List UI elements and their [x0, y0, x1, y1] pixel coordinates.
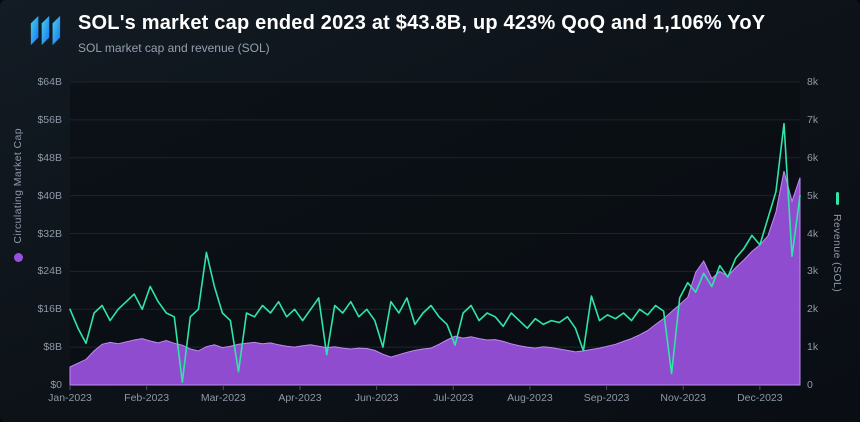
x-axis-tick-label: Nov-2023	[660, 392, 706, 404]
plot-area[interactable]	[69, 81, 801, 394]
left-axis-title: Circulating Market Cap	[12, 128, 24, 262]
x-axis-tick-label: Feb-2023	[124, 392, 170, 404]
page-subtitle: SOL market cap and revenue (SOL)	[78, 41, 270, 55]
y-axis-left-tick-label: $8B	[43, 341, 62, 354]
y-axis-right-tick-label: 1k	[807, 341, 819, 354]
y-axis-right-tick-label: 4k	[807, 227, 819, 240]
x-axis-tick-label: Jan-2023	[48, 392, 92, 404]
y-axis-right-tick-label: 0	[807, 379, 813, 391]
x-axis-tick-label: Dec-2023	[737, 392, 783, 404]
y-axis-left-tick-label: $0	[50, 379, 62, 391]
y-axis-left-tick-label: $56B	[37, 113, 62, 126]
right-axis-title: Revenue (SOL)	[831, 192, 843, 292]
revenue-legend-marker-icon	[835, 192, 839, 205]
x-axis-tick-label: Jul-2023	[433, 392, 474, 404]
y-axis-right-tick-label: 3k	[807, 265, 819, 278]
x-axis-tick-label: Sep-2023	[583, 392, 630, 404]
right-axis-title-text: Revenue (SOL)	[831, 214, 843, 293]
y-axis-left-tick-label: $64B	[37, 76, 62, 88]
x-axis-tick-label: Apr-2023	[278, 392, 322, 404]
y-axis-right-tick-label: 8k	[807, 76, 819, 88]
page-title: SOL's market cap ended 2023 at $43.8B, u…	[78, 12, 766, 34]
y-axis-left-tick-label: $40B	[37, 189, 62, 202]
y-axis-right-tick-label: 6k	[807, 151, 819, 164]
y-axis-left-tick-label: $16B	[37, 303, 62, 316]
x-axis-tick-label: Mar-2023	[200, 392, 246, 404]
y-axis-right-tick-label: 2k	[807, 303, 819, 316]
y-axis-right-tick-label: 7k	[807, 113, 819, 126]
y-axis-left-tick-label: $32B	[37, 227, 62, 240]
y-axis-right-tick-label: 5k	[807, 189, 819, 202]
x-axis-tick-label: Jun-2023	[354, 392, 399, 404]
x-axis-tick-label: Aug-2023	[507, 392, 553, 404]
left-axis-title-text: Circulating Market Cap	[12, 128, 24, 244]
messari-logo-icon	[30, 15, 61, 46]
marketcap-legend-dot-icon	[13, 252, 23, 262]
y-axis-left-tick-label: $48B	[37, 151, 62, 164]
y-axis-left-tick-label: $24B	[37, 265, 62, 278]
messari-logo[interactable]	[28, 13, 62, 47]
